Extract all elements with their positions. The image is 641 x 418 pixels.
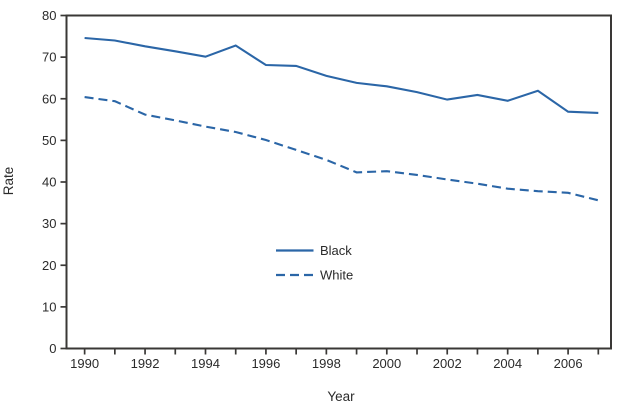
y-tick-label: 70 xyxy=(42,50,56,65)
x-tick-label: 1994 xyxy=(191,356,220,371)
series-lines xyxy=(84,36,599,202)
series-line-white xyxy=(84,96,599,202)
legend: Black White xyxy=(276,243,353,283)
y-tick-label: 30 xyxy=(42,216,56,231)
y-tick-label: 20 xyxy=(42,258,56,273)
x-tick-label: 1998 xyxy=(312,356,341,371)
x-tick-label: 1990 xyxy=(70,356,99,371)
y-tick-label: 60 xyxy=(42,91,56,106)
x-tick-label: 2002 xyxy=(433,356,462,371)
y-tick-label: 80 xyxy=(42,8,56,23)
y-tick-label: 10 xyxy=(42,299,56,314)
y-tick-label: 50 xyxy=(42,133,56,148)
x-axis-title: Year xyxy=(327,389,355,404)
plot-frame xyxy=(65,14,612,350)
y-tick-label: 0 xyxy=(49,341,56,356)
plot-border xyxy=(65,14,612,350)
legend-label-white: White xyxy=(320,268,353,283)
legend-label-black: Black xyxy=(320,243,352,258)
x-tick-label: 2000 xyxy=(372,356,401,371)
series-line-black xyxy=(84,36,599,114)
x-tick-label: 1992 xyxy=(131,356,160,371)
x-tick-label: 2006 xyxy=(554,356,583,371)
x-tick-label: 2004 xyxy=(493,356,522,371)
y-axis-title: Rate xyxy=(1,167,16,196)
x-axis: 1990 1992 1994 1996 1998 2000 2002 2004 2006 xyxy=(70,348,600,371)
y-axis: 0 10 20 30 40 50 60 70 80 xyxy=(42,8,67,356)
x-tick-label: 1996 xyxy=(251,356,280,371)
y-tick-label: 40 xyxy=(42,175,56,190)
